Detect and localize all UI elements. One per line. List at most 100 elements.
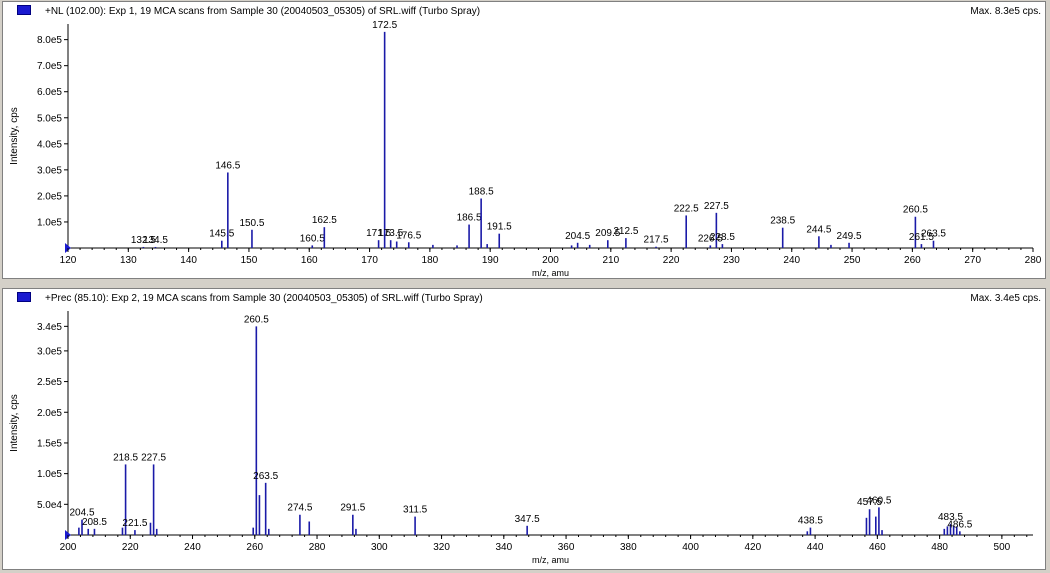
x-axis-label: m/z, amu [532, 268, 569, 278]
panel-header: +Prec (85.10): Exp 2, 19 MCA scans from … [3, 289, 1045, 309]
peak-label: 263.5 [253, 471, 278, 482]
panel-header: +NL (102.00): Exp 1, 19 MCA scans from S… [3, 2, 1045, 22]
x-tick-label: 230 [723, 255, 740, 266]
peak-label: 209.5 [595, 228, 620, 239]
y-tick-label: 6.0e5 [37, 87, 62, 98]
y-tick-label: 7.0e5 [37, 61, 62, 72]
peak-label: 249.5 [837, 231, 862, 242]
peak-label: 226.5 [698, 233, 723, 244]
peak-label: 263.5 [921, 229, 946, 240]
x-tick-label: 500 [994, 542, 1011, 553]
peak-label: 311.5 [403, 505, 428, 516]
x-tick-label: 140 [180, 255, 197, 266]
peak-label: 486.5 [947, 519, 972, 530]
y-tick-label: 8.0e5 [37, 35, 62, 46]
peak-label: 171.5 [366, 228, 391, 239]
peak-label: 261.5 [909, 232, 934, 243]
x-tick-label: 220 [122, 542, 139, 553]
peak-label: 227.5 [141, 452, 166, 463]
y-tick-label: 3.0e5 [37, 165, 62, 176]
x-tick-label: 200 [60, 542, 77, 553]
x-tick-label: 440 [807, 542, 824, 553]
peak-label: 132.5 [131, 235, 156, 246]
x-axis-label: m/z, amu [532, 555, 569, 565]
peak-label: 217.5 [644, 235, 669, 246]
x-tick-label: 280 [1025, 255, 1042, 266]
y-tick-label: 1.0e5 [37, 217, 62, 228]
x-tick-label: 240 [783, 255, 800, 266]
y-tick-label: 4.0e5 [37, 139, 62, 150]
x-tick-label: 360 [558, 542, 575, 553]
peak-label: 221.5 [122, 518, 147, 529]
y-tick-label: 3.0e5 [37, 346, 62, 357]
x-tick-label: 240 [184, 542, 201, 553]
y-tick-label: 2.5e5 [37, 377, 62, 388]
y-axis-label: Intensity, cps [9, 394, 20, 452]
x-tick-label: 260 [246, 542, 263, 553]
x-tick-label: 340 [495, 542, 512, 553]
spectrum-color-icon[interactable] [17, 292, 31, 302]
y-tick-label: 1.5e5 [37, 438, 62, 449]
peak-label: 134.5 [143, 235, 168, 246]
peak-label: 146.5 [215, 160, 240, 171]
peak-label: 457.5 [857, 497, 882, 508]
peak-label: 238.5 [770, 216, 795, 227]
peak-label: 222.5 [674, 203, 699, 214]
peak-label: 150.5 [239, 218, 264, 229]
y-axis-label: Intensity, cps [9, 107, 20, 165]
x-tick-label: 460 [869, 542, 886, 553]
peak-label: 218.5 [113, 452, 138, 463]
max-intensity-label: Max. 8.3e5 cps. [970, 6, 1041, 17]
peak-label: 204.5 [69, 508, 94, 519]
peak-label: 172.5 [372, 20, 397, 31]
spectrum-color-icon[interactable] [17, 5, 31, 15]
x-tick-label: 170 [361, 255, 378, 266]
peak-label: 160.5 [300, 233, 325, 244]
peak-label: 191.5 [487, 222, 512, 233]
spectrum-chart-bottom[interactable]: 200 220 240 260 280 300 320 340 360 380 400 420 440 4… [3, 289, 1046, 570]
x-tick-label: 320 [433, 542, 450, 553]
peak-label: 212.5 [613, 226, 638, 237]
x-tick-label: 130 [120, 255, 137, 266]
x-tick-label: 380 [620, 542, 637, 553]
max-intensity-label: Max. 3.4e5 cps. [970, 293, 1041, 304]
peak-label: 186.5 [457, 213, 482, 224]
peak-label: 260.5 [244, 314, 269, 325]
x-tick-label: 420 [744, 542, 761, 553]
x-tick-label: 400 [682, 542, 699, 553]
x-tick-label: 220 [663, 255, 680, 266]
x-tick-label: 300 [371, 542, 388, 553]
x-tick-label: 150 [241, 255, 258, 266]
peak-label: 291.5 [340, 503, 365, 514]
spectrum-chart-top[interactable]: 120 130 140 150 160 170 180 190 200 210 220 230 240 2… [3, 2, 1046, 279]
x-tick-label: 160 [301, 255, 318, 266]
x-tick-label: 250 [844, 255, 861, 266]
x-tick-label: 480 [931, 542, 948, 553]
x-tick-label: 120 [60, 255, 77, 266]
y-tick-label: 1.0e5 [37, 469, 62, 480]
y-tick-label: 3.4e5 [37, 322, 62, 333]
peak-label: 483.5 [938, 512, 963, 523]
y-tick-label: 2.0e5 [37, 191, 62, 202]
x-tick-label: 210 [602, 255, 619, 266]
peak-label: 260.5 [903, 205, 928, 216]
peak-label: 460.5 [866, 495, 891, 506]
spectrum-title: +NL (102.00): Exp 1, 19 MCA scans from S… [45, 6, 481, 17]
peak-label: 347.5 [515, 514, 540, 525]
peak-label: 227.5 [704, 201, 729, 212]
peak-label: 208.5 [82, 517, 107, 528]
spectrum-title: +Prec (85.10): Exp 2, 19 MCA scans from … [45, 293, 483, 304]
x-tick-label: 260 [904, 255, 921, 266]
peak-label: 438.5 [798, 516, 823, 527]
x-tick-label: 180 [422, 255, 439, 266]
y-tick-label: 5.0e5 [37, 113, 62, 124]
x-tick-label: 280 [309, 542, 326, 553]
peak-label: 228.5 [710, 232, 735, 243]
peak-label: 173.5 [378, 228, 403, 239]
x-tick-label: 190 [482, 255, 499, 266]
peak-label: 244.5 [806, 224, 831, 235]
x-tick-label: 270 [964, 255, 981, 266]
peak-label: 162.5 [312, 215, 337, 226]
peak-label: 204.5 [565, 231, 590, 242]
y-tick-label: 5.0e4 [37, 500, 62, 511]
